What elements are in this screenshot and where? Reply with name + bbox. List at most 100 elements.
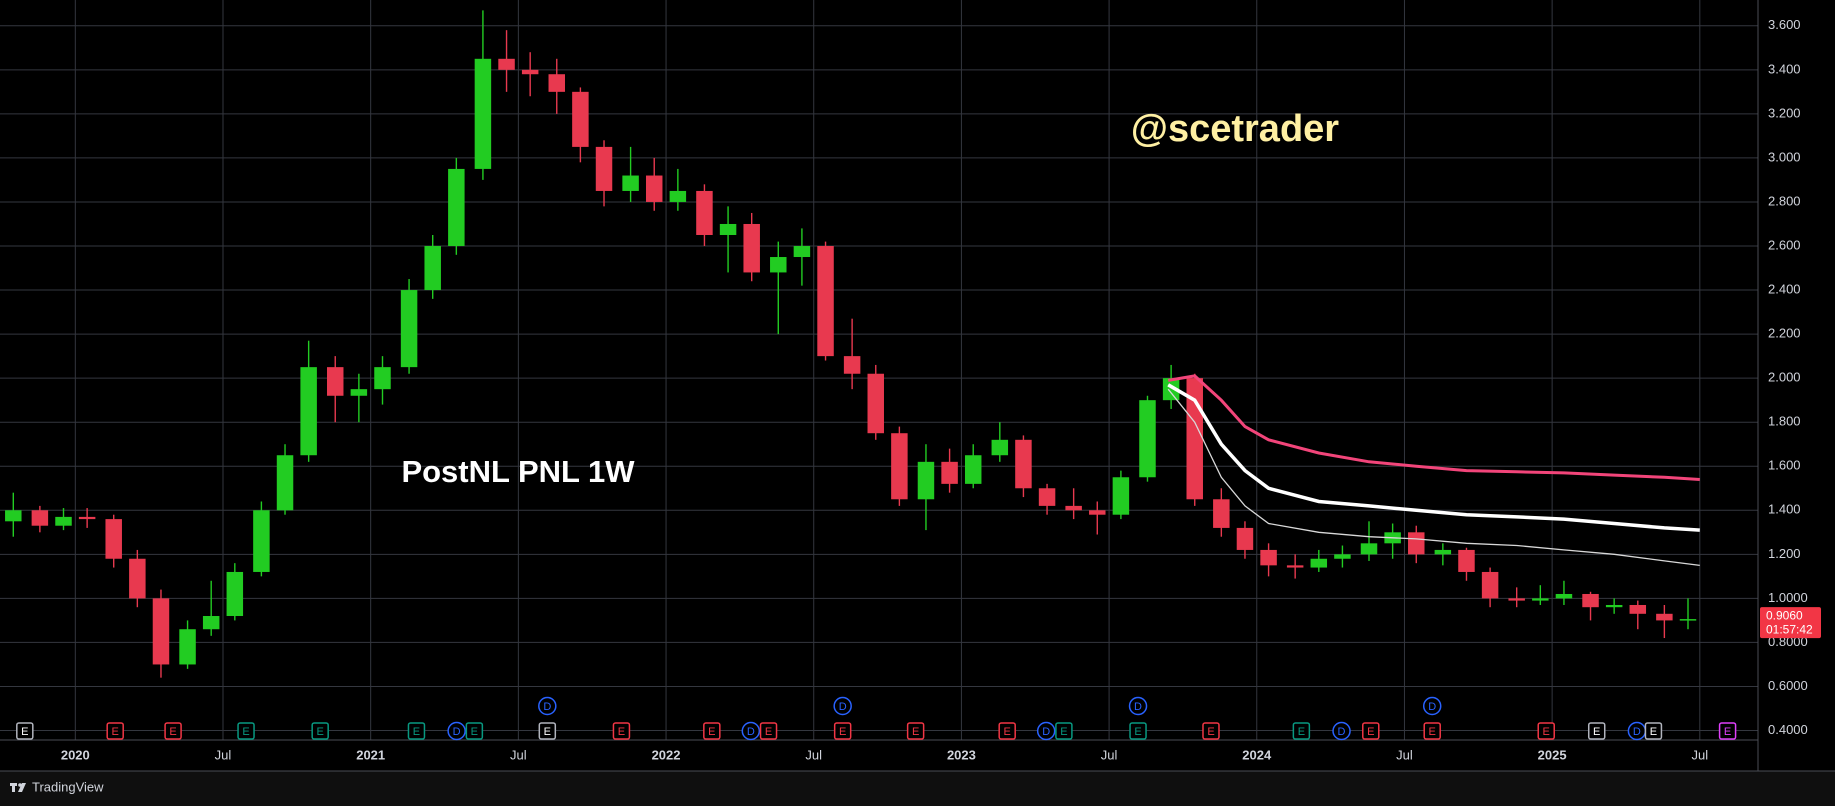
moving-average-line: [1167, 374, 1700, 481]
event-label: E: [1298, 726, 1305, 738]
event-label: D: [1428, 701, 1436, 713]
candle-body: [424, 246, 441, 291]
y-tick-label: 2.200: [1768, 326, 1801, 341]
candle-body: [1213, 499, 1230, 528]
candle-body: [31, 510, 49, 526]
dividend-marker: [1422, 696, 1442, 716]
event-label: D: [747, 726, 755, 738]
candle-body: [1162, 378, 1180, 401]
candle-body: [276, 455, 294, 511]
candle-body: [1656, 613, 1673, 621]
marks: [5, 10, 1700, 678]
x-tick-label: 2020: [61, 747, 90, 762]
candle-body: [622, 175, 639, 191]
candle-body: [991, 439, 1009, 456]
y-tick-label: 1.800: [1768, 414, 1801, 429]
earnings-marker: [1055, 722, 1073, 740]
candle-body: [1260, 549, 1277, 566]
candle-body: [1065, 505, 1082, 511]
dividend-marker: [1128, 696, 1148, 716]
event-label: E: [1134, 726, 1141, 738]
candle-body: [743, 223, 760, 273]
candle-body: [152, 598, 170, 665]
earnings-marker: [1423, 722, 1441, 740]
earnings-marker: [703, 722, 721, 740]
dividend-marker: [1036, 721, 1056, 741]
event-label: E: [1724, 726, 1731, 738]
event-label: E: [169, 726, 176, 738]
earnings-marker: [1718, 722, 1737, 740]
x-tick-label: 2023: [947, 747, 976, 762]
candle-body: [498, 58, 515, 70]
y-tick-label: 3.600: [1768, 17, 1801, 32]
earnings-marker: [465, 722, 484, 740]
candle-body: [1360, 543, 1378, 555]
candle-body: [1508, 598, 1525, 601]
y-tick-label: 1.200: [1768, 546, 1801, 561]
x-tick-label: Jul: [1396, 747, 1413, 762]
candle-body: [645, 175, 663, 202]
candle-body: [1139, 400, 1156, 478]
y-tick-label: 0.4000: [1768, 722, 1808, 737]
candle-body: [1112, 477, 1130, 515]
earnings-marker: [16, 722, 34, 740]
event-label: E: [708, 726, 715, 738]
earnings-marker: [998, 722, 1016, 740]
event-label: D: [1633, 726, 1641, 738]
footer-brand: TradingView: [32, 779, 104, 794]
dividend-marker: [1332, 721, 1351, 741]
moving-average-line: [1167, 388, 1700, 567]
candle-body: [1629, 604, 1647, 614]
x-tick-label: Jul: [805, 747, 822, 762]
earnings-marker: [1362, 722, 1380, 740]
candle-body: [78, 516, 96, 520]
x-tick-label: Jul: [215, 747, 232, 762]
event-label: E: [765, 726, 772, 738]
y-tick-label: 3.000: [1768, 149, 1801, 164]
event-label: E: [1593, 726, 1600, 738]
candle-body: [400, 290, 418, 368]
candle-body: [253, 510, 270, 572]
earnings-marker: [833, 722, 852, 740]
candle-body: [1408, 532, 1425, 555]
candle-body: [1038, 488, 1056, 506]
tradingview-logo: TradingView: [10, 779, 104, 794]
event-label: E: [544, 726, 551, 738]
candle-body: [1015, 439, 1032, 489]
x-tick-label: 2022: [652, 747, 681, 762]
earnings-marker: [1644, 722, 1663, 740]
y-tick-label: 2.600: [1768, 237, 1801, 252]
event-label: E: [1543, 726, 1550, 738]
logo-part: [12, 783, 15, 792]
earnings-marker: [538, 722, 557, 740]
earnings-marker: [237, 722, 255, 740]
candle-body: [350, 389, 368, 396]
y-tick-label: 1.600: [1768, 458, 1801, 473]
candle-body: [1605, 604, 1623, 608]
event-label: E: [1004, 726, 1011, 738]
candle-body: [964, 455, 982, 484]
candle-body: [1458, 549, 1475, 572]
x-tick-label: 2024: [1242, 747, 1272, 762]
candle-body: [793, 246, 811, 258]
event-label: E: [242, 726, 249, 738]
y-tick-label: 2.400: [1768, 281, 1801, 296]
moving-average-line: [1167, 383, 1700, 532]
dividend-marker: [741, 721, 761, 741]
candle-body: [5, 510, 22, 522]
event-label: E: [413, 726, 420, 738]
y-tick-label: 3.400: [1768, 61, 1801, 76]
candle-body: [1089, 510, 1106, 515]
x-tick-label: Jul: [1101, 747, 1118, 762]
candle-body: [448, 168, 465, 247]
candle-body: [719, 223, 737, 235]
candle-body: [55, 516, 72, 526]
candle-body: [105, 519, 122, 559]
dividend-marker: [833, 696, 852, 716]
event-label: E: [317, 726, 324, 738]
y-tick-label: 2.000: [1768, 370, 1801, 385]
candle-body: [548, 74, 565, 92]
earnings-marker: [1202, 722, 1220, 740]
